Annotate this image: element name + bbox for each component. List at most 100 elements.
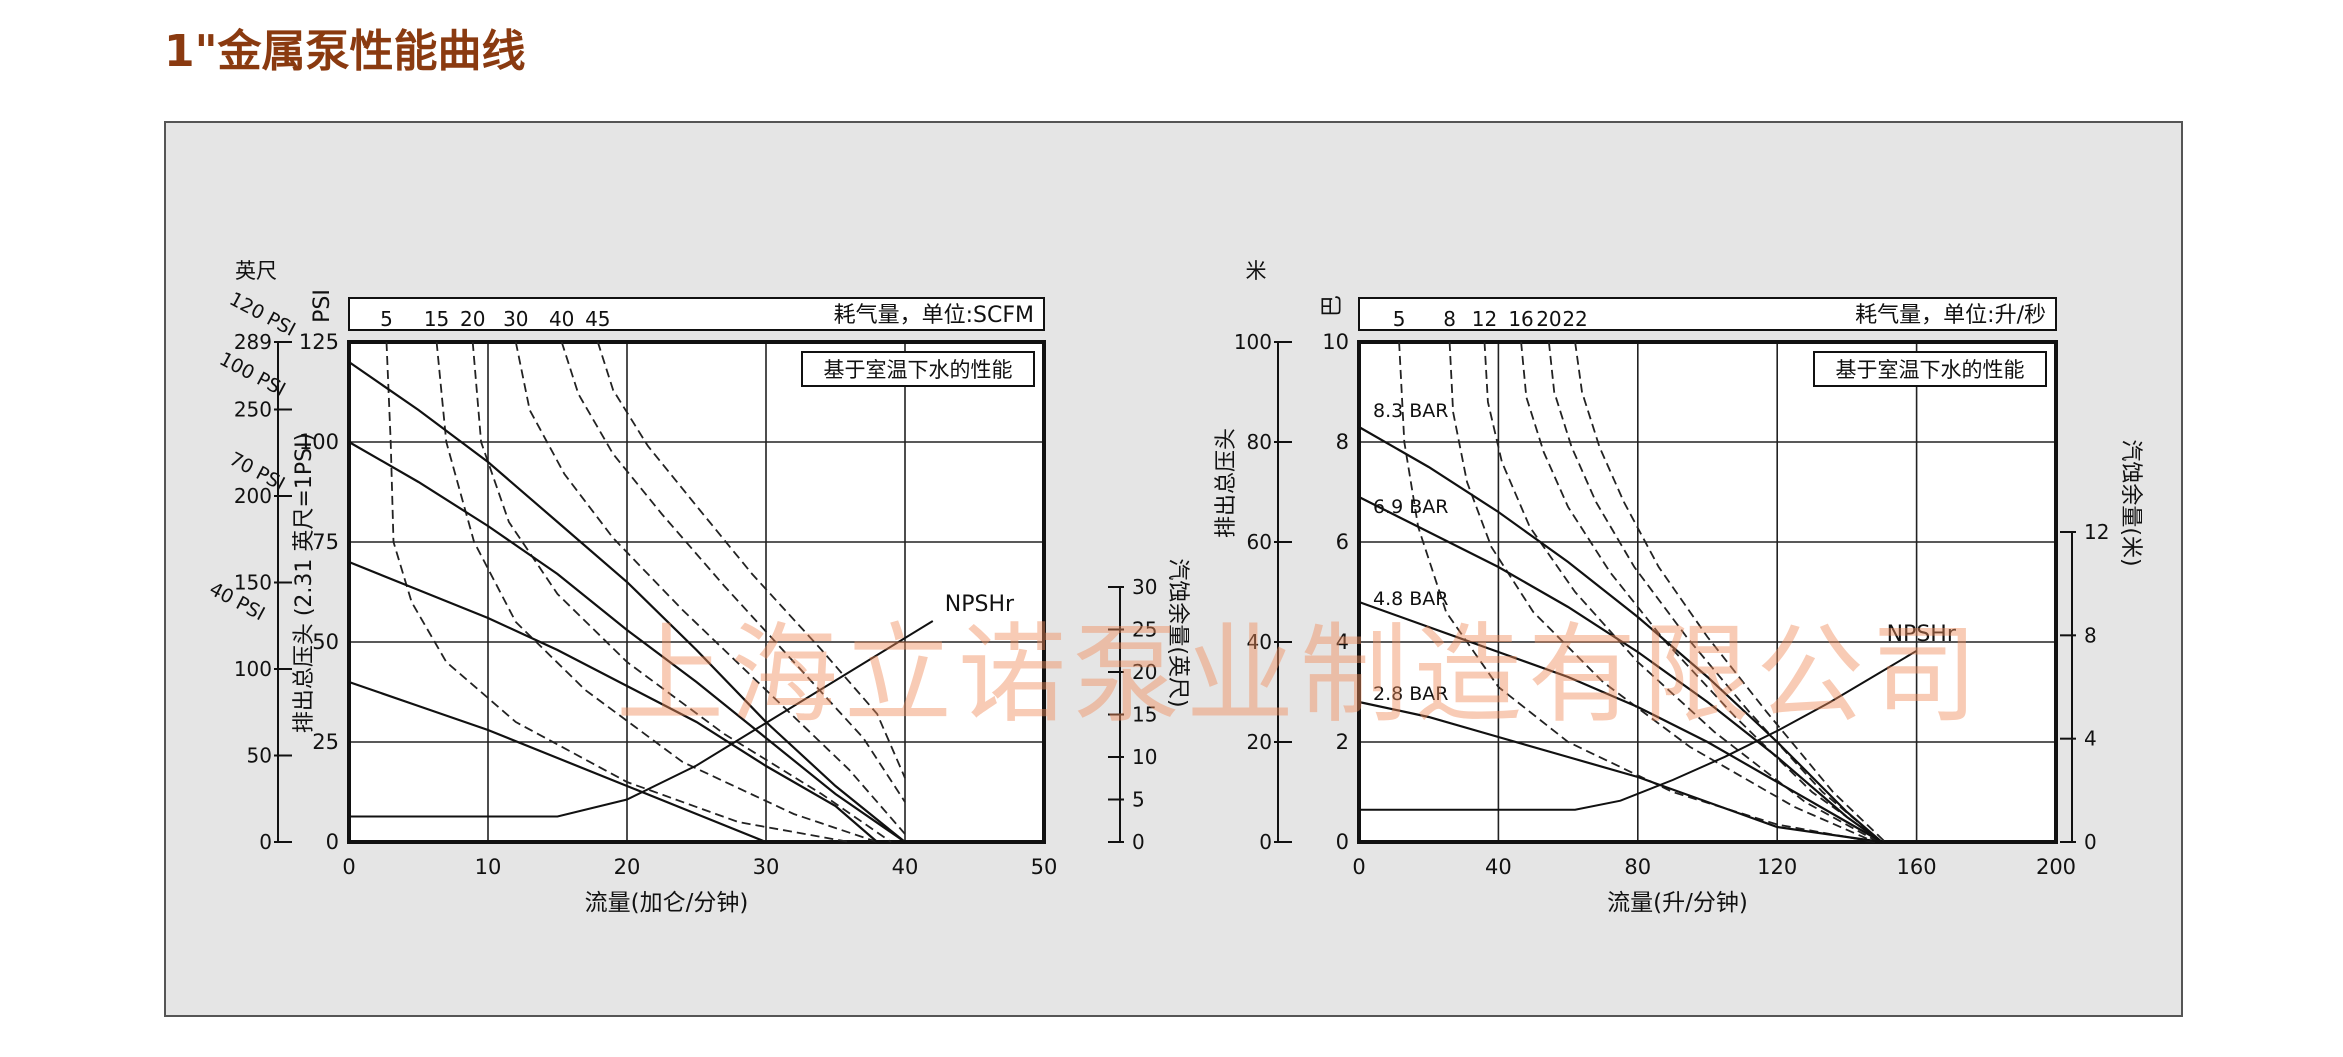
head-tick-label: 20 <box>1247 730 1272 754</box>
air-tick-label: 40 <box>549 307 574 331</box>
pressure-curve <box>348 441 906 843</box>
air-tick-label: 22 <box>1562 307 1587 331</box>
head-tick-label: 200 <box>234 484 272 508</box>
annotation-text: 基于室温下水的性能 <box>1836 358 2025 382</box>
pressure-curve-label: 6.9 BAR <box>1373 496 1449 518</box>
npshr-tick-label: 8 <box>2084 623 2097 647</box>
npshr-axis-label: 汽蚀余量(米) <box>2118 439 2143 566</box>
npshr-tick-label: 12 <box>2084 520 2109 544</box>
air-tick-label: 45 <box>585 307 610 331</box>
npshr-curve-label: NPSHr <box>1887 622 1957 647</box>
air-tick-label: 16 <box>1508 307 1533 331</box>
air-consumption-curve <box>1483 341 1879 843</box>
pressure-curve <box>348 680 767 844</box>
npshr-tick-label: 30 <box>1132 575 1157 599</box>
head-tick-label: 100 <box>234 657 272 681</box>
x-tick-label: 80 <box>1624 855 1651 879</box>
head-tick-label: 60 <box>1247 530 1272 554</box>
npshr-curve <box>1359 649 1918 811</box>
pressure-curve-label: 4.8 BAR <box>1373 588 1449 610</box>
air-consumption-bar <box>348 297 1045 331</box>
head-axis-label: 排出总压头 <box>1214 428 1239 538</box>
air-consumption-curve <box>1548 341 1883 843</box>
air-consumption-bar <box>1358 297 2057 331</box>
chart-panel: 耗气量，单位:SCFM 5 15 20 30 40 45 基于室温下水的性能 0 10 20 30 40… <box>164 121 2183 1017</box>
pressure-curve <box>1358 426 1883 843</box>
x-tick-label: 160 <box>1897 855 1937 879</box>
air-consumption-curve <box>385 341 850 843</box>
head-tick-label: 150 <box>234 570 272 594</box>
head-tick-label: 80 <box>1247 430 1272 454</box>
pressure-curve <box>348 560 878 843</box>
air-tick-label: 30 <box>503 307 528 331</box>
head-tick-label: 250 <box>234 397 272 421</box>
air-tick-label: 12 <box>1472 307 1497 331</box>
air-consumption-curve <box>471 341 892 843</box>
page-title: 1"金属泵性能曲线 <box>164 26 526 77</box>
y-tick-label: 125 <box>299 330 339 354</box>
y-tick-label: 100 <box>299 430 339 454</box>
pressure-curve <box>1358 700 1882 844</box>
y-axis-unit-primary: 巴 <box>1320 295 1345 317</box>
x-axis-label: 流量(加仑/分钟) <box>585 890 749 916</box>
plot-border <box>1357 340 2058 844</box>
npshr-tick-label: 10 <box>1132 745 1157 769</box>
x-tick-label: 40 <box>1485 855 1512 879</box>
npshr-tick-label: 4 <box>2084 727 2097 751</box>
air-consumption-curve <box>1520 341 1883 843</box>
npshr-curve-label: NPSHr <box>945 592 1015 617</box>
x-tick-label: 0 <box>1352 855 1365 879</box>
x-tick-label: 30 <box>753 855 780 879</box>
air-tick-label: 20 <box>460 307 485 331</box>
y-tick-label: 10 <box>1322 330 1349 354</box>
x-axis-label: 流量(升/分钟) <box>1607 890 1748 916</box>
air-tick-label: 8 <box>1443 307 1456 331</box>
head-tick-label: 289 <box>234 330 272 354</box>
plot-area <box>1359 342 2056 842</box>
y-tick-label: 0 <box>1336 830 1349 854</box>
air-consumption-curve <box>435 341 878 843</box>
pressure-curve <box>1358 496 1883 843</box>
pressure-curve <box>348 361 906 843</box>
head-tick-label: 40 <box>1247 630 1272 654</box>
head-axis-unit: 英尺 <box>235 259 277 283</box>
y-tick-label: 50 <box>312 630 339 654</box>
air-tick-label: 5 <box>1393 307 1406 331</box>
air-consumption-curve <box>1574 341 1886 843</box>
x-tick-label: 40 <box>892 855 919 879</box>
y-tick-label: 4 <box>1336 630 1349 654</box>
head-tick-label: 0 <box>259 830 272 854</box>
y-tick-label: 0 <box>326 830 339 854</box>
y-tick-label: 8 <box>1336 430 1349 454</box>
x-tick-label: 20 <box>614 855 641 879</box>
npshr-tick-label: 15 <box>1132 703 1157 727</box>
head-axis-unit: 米 <box>1246 259 1267 283</box>
head-tick-label: 50 <box>247 743 272 767</box>
npshr-tick-label: 20 <box>1132 660 1157 684</box>
pressure-curve-label: 8.3 BAR <box>1373 400 1449 422</box>
head-tick-label: 0 <box>1259 830 1272 854</box>
y-axis-unit-primary: PSI <box>310 289 335 323</box>
head-tick-label: 100 <box>1234 330 1272 354</box>
x-tick-label: 120 <box>1757 855 1797 879</box>
pressure-curve-label: 2.8 BAR <box>1373 683 1449 705</box>
air-consumption-curve <box>514 341 906 835</box>
annotation-text: 基于室温下水的性能 <box>824 358 1013 382</box>
x-tick-label: 10 <box>475 855 502 879</box>
x-tick-label: 50 <box>1031 855 1058 879</box>
y-tick-label: 75 <box>312 530 339 554</box>
npshr-tick-label: 5 <box>1132 788 1145 812</box>
y-tick-label: 25 <box>312 730 339 754</box>
air-tick-label: 5 <box>380 307 393 331</box>
annotation-box <box>801 351 1035 387</box>
pressure-curve <box>1358 600 1883 843</box>
plot-area <box>349 342 1044 842</box>
air-tick-label: 15 <box>424 307 449 331</box>
x-tick-label: 200 <box>2036 855 2076 879</box>
y-tick-label: 2 <box>1336 730 1349 754</box>
npshr-curve <box>349 620 934 818</box>
chart-1: 耗气量，单位:SCFM 5 15 20 30 40 45 基于室温下水的性能 0 10 20 30 40… <box>206 259 1190 916</box>
plot-border <box>347 340 1046 844</box>
